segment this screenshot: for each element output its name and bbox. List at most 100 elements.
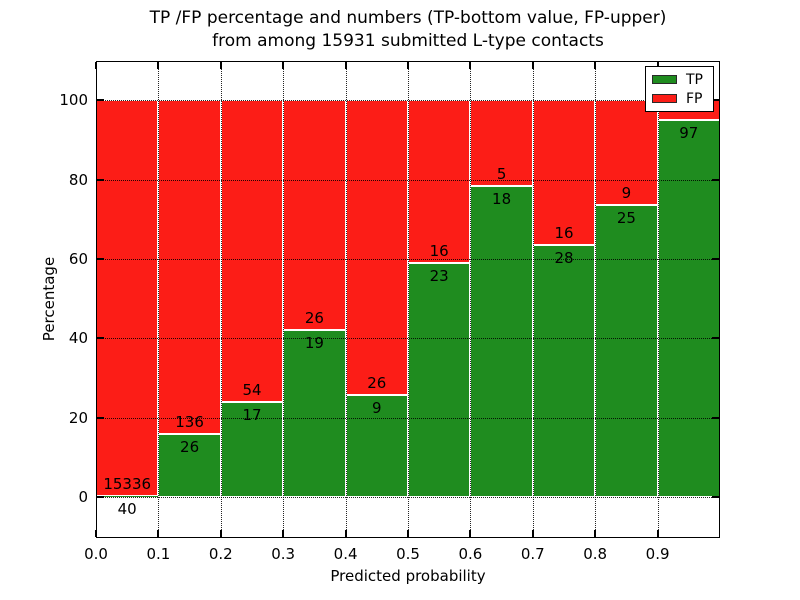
tp-count-label: 28 bbox=[554, 248, 574, 267]
y-tick-mark bbox=[712, 99, 719, 102]
x-tick-label: 0.7 bbox=[520, 545, 545, 563]
x-tick-mark bbox=[282, 62, 285, 69]
bar-fp-segment bbox=[595, 100, 658, 206]
tp-count-label: 19 bbox=[304, 333, 324, 352]
fp-count-label: 26 bbox=[304, 308, 324, 327]
x-tick-label: 0.8 bbox=[583, 545, 608, 563]
tp-swatch-icon bbox=[652, 75, 677, 84]
x-tick-mark bbox=[407, 530, 409, 537]
v-gridline bbox=[345, 61, 347, 538]
bar-tp-segment bbox=[657, 119, 720, 498]
y-tick-mark bbox=[712, 496, 719, 499]
bar-fp-segment bbox=[158, 100, 221, 434]
y-tick-mark bbox=[97, 337, 104, 340]
tp-count-label: 25 bbox=[616, 209, 636, 228]
fp-count-label: 5 bbox=[496, 165, 507, 184]
x-tick-label: 0.3 bbox=[271, 545, 296, 563]
fp-count-label: 16 bbox=[554, 223, 574, 242]
tp-count-label: 17 bbox=[242, 406, 262, 425]
legend-item-fp: FP bbox=[652, 92, 713, 106]
fp-count-label: 54 bbox=[242, 381, 262, 400]
legend: TP FP bbox=[645, 66, 714, 112]
bar-fp-segment bbox=[470, 100, 533, 187]
bar-tp-segment bbox=[96, 496, 159, 498]
v-gridline bbox=[657, 61, 659, 538]
legend-item-tp: TP bbox=[652, 73, 713, 87]
x-tick-label: 0.9 bbox=[645, 545, 670, 563]
fp-swatch-icon bbox=[652, 94, 677, 103]
bar-tp-segment bbox=[158, 433, 221, 498]
x-tick-mark bbox=[344, 62, 347, 69]
x-tick-mark bbox=[95, 530, 97, 537]
v-gridline bbox=[220, 61, 222, 538]
y-tick-label: 40 bbox=[68, 329, 88, 348]
fp-count-label: 16 bbox=[429, 242, 449, 260]
y-tick-mark bbox=[97, 99, 104, 102]
bar-fp-segment bbox=[220, 100, 284, 403]
x-tick-label: 0.4 bbox=[333, 545, 358, 563]
x-tick-mark bbox=[656, 530, 659, 537]
x-tick-mark bbox=[282, 530, 285, 537]
x-tick-mark bbox=[531, 62, 534, 69]
y-tick-mark bbox=[712, 178, 719, 181]
y-tick-label: 60 bbox=[68, 250, 88, 269]
y-tick-label: 100 bbox=[59, 91, 88, 110]
tp-count-label: 40 bbox=[117, 500, 137, 519]
y-tick-mark bbox=[712, 337, 719, 340]
x-tick-mark bbox=[344, 530, 347, 537]
v-gridline bbox=[408, 61, 409, 538]
x-tick-mark bbox=[95, 62, 97, 69]
bar-tp-segment bbox=[532, 244, 596, 498]
chart-title-line1: TP /FP percentage and numbers (TP-bottom… bbox=[149, 8, 667, 28]
bar-tp-segment bbox=[345, 395, 408, 498]
x-tick-mark bbox=[157, 530, 160, 537]
x-tick-mark bbox=[594, 530, 597, 537]
fp-count-label: 136 bbox=[175, 412, 204, 431]
tp-count-label: 23 bbox=[429, 267, 449, 285]
bar-tp-segment bbox=[283, 329, 346, 498]
v-gridline bbox=[470, 61, 472, 538]
x-axis-label: Predicted probability bbox=[330, 567, 486, 585]
legend-label-fp: FP bbox=[686, 90, 703, 107]
fp-count-label: 9 bbox=[621, 184, 632, 203]
v-gridline bbox=[595, 61, 597, 538]
y-tick-mark bbox=[97, 258, 104, 261]
tp-count-label: 9 bbox=[372, 399, 382, 418]
fp-count-label: 26 bbox=[367, 374, 387, 393]
y-tick-mark bbox=[97, 416, 104, 419]
x-tick-label: 0.1 bbox=[146, 545, 171, 563]
v-gridline bbox=[283, 61, 285, 538]
bar-fp-segment bbox=[345, 100, 408, 396]
v-gridline bbox=[532, 61, 534, 538]
tp-count-label: 18 bbox=[492, 190, 512, 209]
bar-tp-segment bbox=[595, 205, 658, 498]
y-tick-mark bbox=[97, 496, 104, 499]
x-tick-mark bbox=[531, 530, 534, 537]
y-tick-mark bbox=[712, 258, 719, 261]
y-tick-mark bbox=[712, 416, 719, 419]
v-gridline bbox=[158, 61, 160, 538]
bar-fp-segment bbox=[408, 100, 471, 263]
x-tick-mark bbox=[594, 62, 597, 69]
y-tick-label: 0 bbox=[78, 488, 88, 507]
x-tick-label: 0.2 bbox=[208, 545, 233, 563]
bar-tp-segment bbox=[408, 263, 471, 498]
tp-count-label: 97 bbox=[679, 123, 699, 142]
tp-count-label: 26 bbox=[180, 437, 200, 456]
x-tick-mark bbox=[219, 62, 222, 69]
bar-fp-segment bbox=[283, 100, 346, 330]
fp-count-label: 15336 bbox=[103, 475, 152, 494]
y-tick-label: 20 bbox=[68, 408, 88, 427]
y-tick-label: 80 bbox=[68, 170, 88, 189]
bar-fp-segment bbox=[96, 100, 159, 497]
x-tick-mark bbox=[469, 62, 472, 69]
x-tick-label: 0.0 bbox=[84, 545, 108, 563]
y-tick-mark bbox=[97, 178, 104, 181]
x-tick-mark bbox=[157, 62, 160, 69]
chart-title-line2: from among 15931 submitted L-type contac… bbox=[212, 31, 604, 51]
x-tick-mark bbox=[219, 530, 222, 537]
x-tick-mark bbox=[469, 530, 472, 537]
legend-label-tp: TP bbox=[686, 71, 703, 88]
bar-tp-segment bbox=[470, 186, 533, 498]
